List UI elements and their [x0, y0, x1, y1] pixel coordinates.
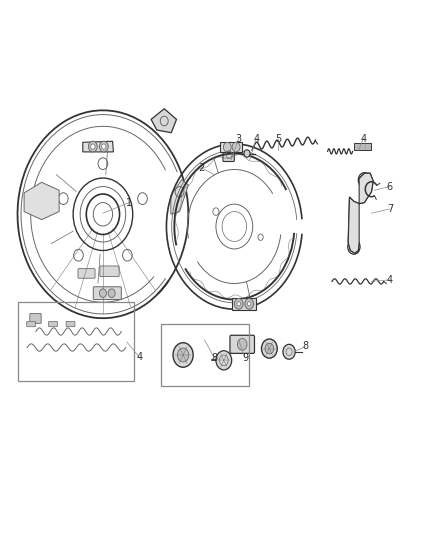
- Text: 9: 9: [242, 353, 248, 363]
- Circle shape: [99, 141, 108, 152]
- Circle shape: [99, 289, 106, 297]
- Circle shape: [88, 141, 97, 152]
- Circle shape: [108, 289, 115, 297]
- Circle shape: [232, 142, 240, 152]
- FancyBboxPatch shape: [66, 321, 75, 327]
- Polygon shape: [151, 109, 177, 133]
- Circle shape: [102, 144, 106, 149]
- Circle shape: [216, 351, 232, 370]
- Text: 1: 1: [126, 198, 132, 207]
- Text: 5: 5: [275, 134, 281, 143]
- Circle shape: [245, 298, 254, 309]
- Polygon shape: [220, 142, 242, 152]
- Polygon shape: [83, 141, 113, 152]
- Circle shape: [265, 343, 274, 354]
- FancyBboxPatch shape: [27, 321, 35, 327]
- Bar: [26, 199, 39, 209]
- Text: 8: 8: [212, 353, 218, 363]
- FancyBboxPatch shape: [223, 146, 234, 161]
- Circle shape: [237, 338, 247, 350]
- FancyBboxPatch shape: [49, 321, 57, 327]
- Bar: [161, 324, 249, 386]
- Polygon shape: [24, 182, 59, 220]
- Circle shape: [237, 302, 240, 306]
- Text: 4: 4: [253, 134, 259, 143]
- Bar: [354, 143, 371, 150]
- Text: 4: 4: [136, 352, 142, 362]
- FancyBboxPatch shape: [78, 269, 95, 278]
- FancyBboxPatch shape: [93, 287, 121, 300]
- Text: 2: 2: [198, 163, 205, 173]
- FancyBboxPatch shape: [230, 335, 254, 353]
- Text: 7: 7: [387, 204, 393, 214]
- Bar: [18, 302, 134, 381]
- FancyBboxPatch shape: [30, 313, 41, 324]
- Circle shape: [261, 339, 277, 358]
- Circle shape: [177, 348, 189, 362]
- Text: 4: 4: [387, 275, 393, 285]
- FancyBboxPatch shape: [100, 266, 119, 277]
- Text: 6: 6: [387, 182, 393, 191]
- Circle shape: [173, 343, 193, 367]
- Polygon shape: [232, 298, 256, 310]
- Text: 4: 4: [360, 134, 367, 143]
- Circle shape: [223, 142, 231, 152]
- Circle shape: [234, 298, 243, 309]
- Circle shape: [283, 344, 295, 359]
- Circle shape: [91, 144, 95, 149]
- Text: 3: 3: [236, 134, 242, 143]
- Polygon shape: [348, 173, 373, 253]
- Circle shape: [247, 302, 251, 306]
- Circle shape: [244, 150, 250, 157]
- Text: 8: 8: [302, 342, 308, 351]
- Polygon shape: [171, 180, 188, 214]
